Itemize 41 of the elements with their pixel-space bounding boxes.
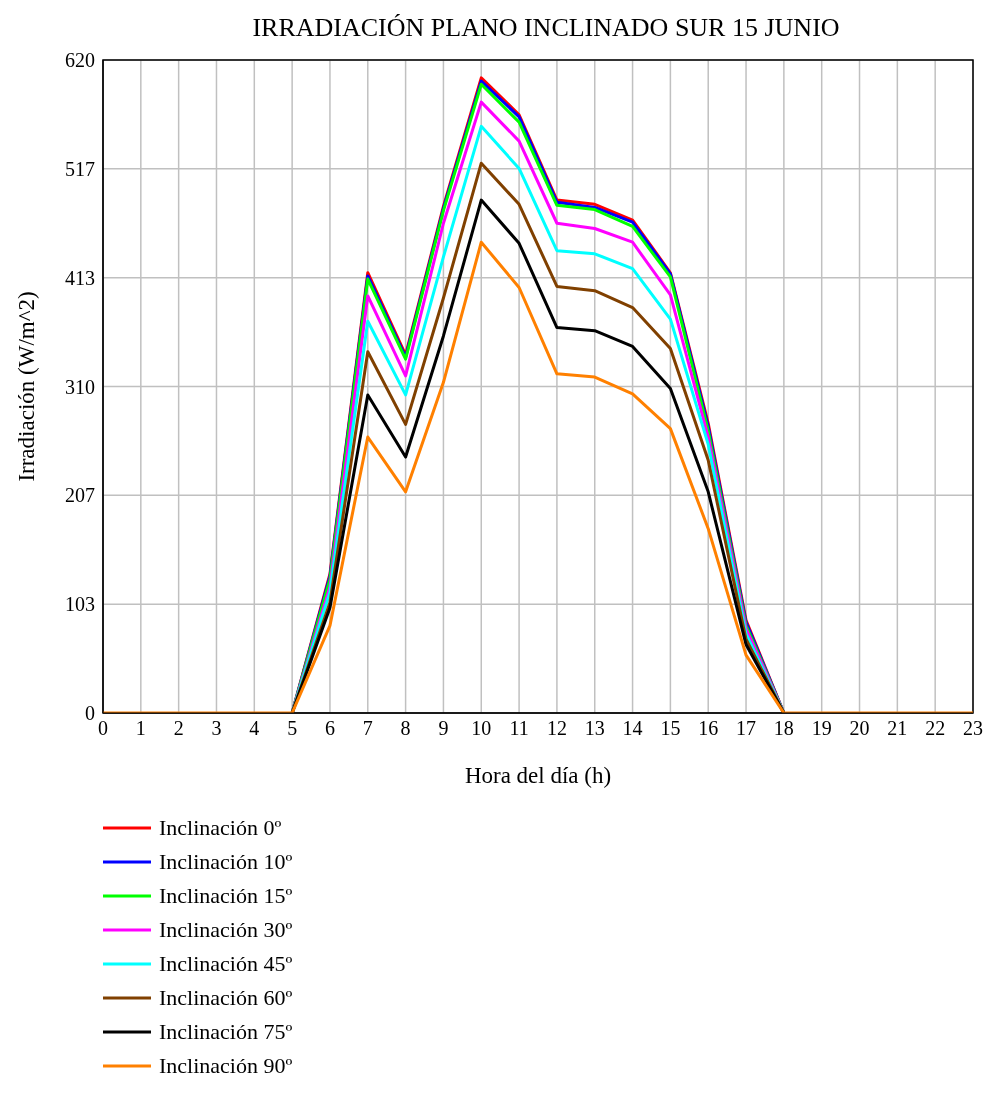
y-tick-label: 310 [65,375,95,398]
x-tick-label: 18 [773,717,794,740]
x-tick-label: 4 [249,717,260,740]
x-tick-label: 15 [660,717,681,740]
x-tick-label: 23 [963,717,983,740]
y-axis-title: Irradiación (W/m^2) [14,291,40,482]
x-axis-title: Hora del día (h) [464,763,612,788]
y-tick-label: 517 [65,157,95,180]
legend-label: Inclinación 90º [159,1053,293,1079]
x-tick-label: 3 [211,717,222,740]
x-tick-label: 19 [811,717,832,740]
y-tick-label: 413 [65,266,95,289]
x-tick-label: 6 [324,717,335,740]
x-tick-label: 22 [925,717,946,740]
legend-label: Inclinación 30º [159,917,293,943]
x-tick-label: 2 [173,717,184,740]
y-tick-label: 103 [65,593,95,616]
x-tick-label: 10 [471,717,492,740]
x-tick-label: 7 [362,717,373,740]
x-tick-label: 12 [546,717,567,740]
x-tick-label: 1 [135,717,146,740]
x-tick-label: 8 [400,717,411,740]
legend-label: Inclinación 45º [159,951,293,977]
y-tick-label: 620 [65,49,95,72]
y-tick-label: 207 [65,484,95,507]
x-tick-label: 21 [887,717,908,740]
x-tick-label: 17 [736,717,757,740]
x-tick-label: 16 [698,717,719,740]
legend-label: Inclinación 60º [159,985,293,1011]
x-tick-label: 14 [622,717,643,740]
legend-label: Inclinación 10º [159,849,293,875]
y-tick-label: 0 [85,702,95,725]
x-tick-label: 9 [438,717,449,740]
legend-label: Inclinación 0º [159,815,282,841]
chart-title: IRRADIACIÓN PLANO INCLINADO SUR 15 JUNIO [251,12,841,44]
x-tick-label: 5 [287,717,298,740]
x-tick-label: 11 [509,717,529,740]
x-tick-label: 13 [584,717,605,740]
x-tick-label: 20 [849,717,870,740]
legend-label: Inclinación 75º [159,1019,293,1045]
legend-label: Inclinación 15º [159,883,293,909]
